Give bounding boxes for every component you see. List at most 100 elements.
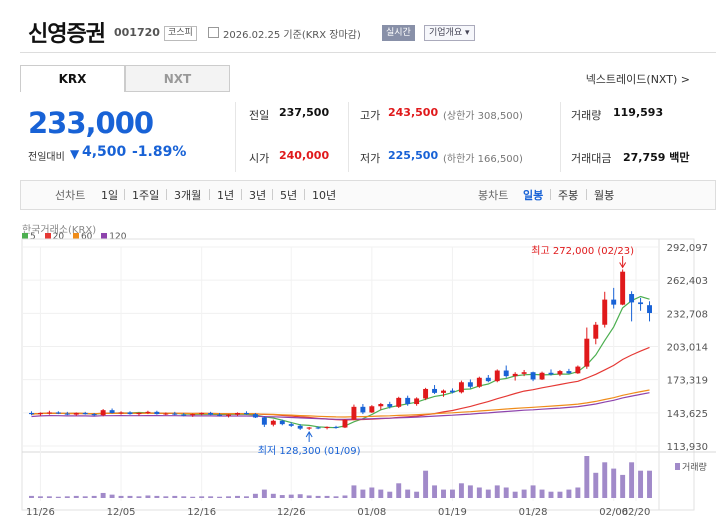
period-5y[interactable]: 5년: [280, 189, 298, 202]
volume-legend-label: 거래량: [682, 461, 707, 473]
volume-bar: [539, 489, 545, 498]
y-tick-label: 173,319: [667, 376, 708, 387]
volume-bar: [521, 489, 527, 498]
candle-body: [557, 371, 563, 375]
prev-close-value: 237,500: [279, 106, 330, 119]
candle-body: [181, 414, 187, 416]
candle-body: [360, 406, 366, 413]
volume-bar: [64, 496, 70, 498]
volume-bar: [593, 472, 599, 498]
candle-body: [450, 390, 455, 393]
candle-body: [414, 398, 420, 405]
candle-monthly[interactable]: 월봉: [594, 189, 615, 202]
candle-body: [172, 413, 178, 415]
volume-bar: [226, 496, 231, 498]
realtime-button[interactable]: 실시간: [382, 25, 415, 41]
tab-nxt[interactable]: NXT: [125, 65, 230, 92]
period-separator: [586, 189, 587, 200]
volume-bar: [638, 470, 644, 498]
candle-body: [575, 366, 581, 374]
candle-body: [458, 382, 464, 393]
period-10y[interactable]: 10년: [312, 189, 337, 202]
low-annotation: 최저 128,300 (01/09): [258, 445, 361, 457]
nxt-link[interactable]: 넥스트레이드(NXT) >: [585, 73, 690, 86]
candle-body: [620, 271, 626, 305]
quote-divider: [560, 102, 561, 172]
tab-krx[interactable]: KRX: [20, 65, 125, 92]
volume-bar: [566, 489, 572, 498]
x-tick-label: 01/28: [519, 507, 548, 518]
y-tick-label: 203,014: [667, 343, 708, 354]
candle-body: [611, 299, 617, 305]
period-3m[interactable]: 3개월: [174, 189, 202, 202]
x-tick-label: 02/06: [599, 507, 628, 518]
period-1y[interactable]: 1년: [217, 189, 235, 202]
candle-body: [288, 424, 294, 426]
amount-label: 거래대금: [571, 152, 612, 165]
volume-value: 119,593: [613, 106, 664, 119]
volume-bar: [315, 495, 321, 498]
volume-bar: [485, 489, 491, 498]
volume-bar: [208, 496, 214, 498]
candle-body: [55, 412, 61, 414]
candle-body: [243, 412, 249, 415]
volume-bar: [181, 496, 187, 498]
ma-swatch: [22, 233, 28, 239]
low-label: 저가: [360, 152, 381, 165]
volume-bar: [297, 494, 303, 498]
candle-body: [154, 411, 160, 415]
volume-bar: [172, 495, 178, 498]
volume-bar: [82, 496, 88, 498]
candle-body: [476, 377, 482, 387]
candle-body: [145, 411, 151, 413]
quote-divider: [348, 102, 349, 172]
candle-body: [512, 373, 518, 377]
volume-bar: [378, 489, 384, 498]
period-3y[interactable]: 3년: [249, 189, 267, 202]
volume-bar: [387, 491, 393, 498]
line-chart-label: 선차트: [55, 189, 86, 202]
candle-body: [432, 388, 438, 393]
candle-body: [64, 413, 70, 415]
volume-bar: [512, 491, 518, 498]
volume-bar: [91, 495, 97, 498]
candle-body: [405, 397, 411, 405]
x-tick-label: 12/16: [187, 507, 216, 518]
volume-bar: [127, 495, 133, 498]
period-separator: [124, 189, 125, 200]
candle-body: [485, 377, 491, 382]
volume-bar: [530, 485, 536, 498]
period-1w[interactable]: 1주일: [132, 189, 160, 202]
candle-weekly[interactable]: 주봉: [558, 189, 579, 202]
volume-bar: [118, 495, 124, 498]
volume-bar: [154, 495, 160, 498]
candle-body: [539, 372, 545, 380]
x-tick-label: 01/19: [438, 507, 467, 518]
candle-daily[interactable]: 일봉: [523, 189, 544, 202]
corp-info-dropdown[interactable]: 기업개요 ▾: [424, 25, 475, 41]
candle-body: [629, 294, 635, 303]
low-value: 225,500: [388, 149, 439, 162]
upper-limit: (상한가 308,500): [443, 111, 523, 122]
candle-body: [127, 412, 133, 415]
high-arrow-head: [619, 262, 627, 269]
period-1d[interactable]: 1일: [101, 189, 119, 202]
volume-bar: [432, 485, 438, 498]
high-value: 243,500: [388, 106, 439, 119]
volume-bar: [145, 495, 151, 498]
volume-bar: [136, 496, 142, 498]
change-label: 전일대비: [28, 152, 65, 163]
candle-body: [602, 299, 608, 325]
y-tick-label: 232,708: [667, 309, 708, 320]
candle-body: [270, 420, 276, 425]
period-separator: [550, 189, 551, 200]
ma-swatch: [72, 233, 79, 239]
candle-body: [199, 412, 205, 415]
ma-line-60: [31, 389, 650, 418]
period-separator: [241, 189, 242, 200]
ma-legend-item: 120: [101, 232, 126, 242]
x-tick-label: 01/08: [357, 507, 386, 518]
volume-bar: [360, 489, 366, 498]
calendar-icon: [208, 27, 219, 38]
